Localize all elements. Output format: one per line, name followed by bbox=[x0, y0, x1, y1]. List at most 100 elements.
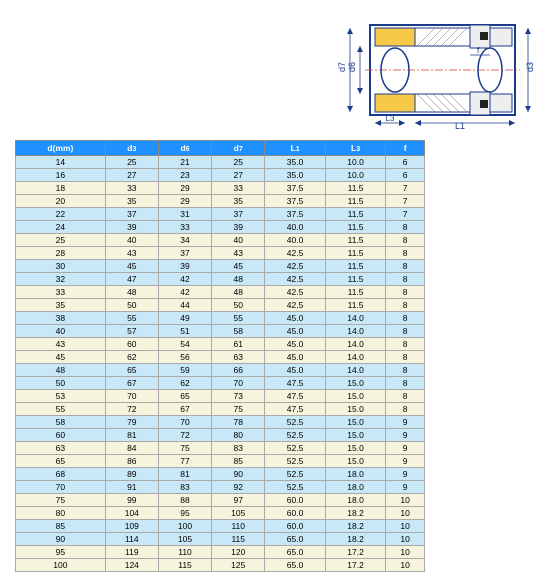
column-header: f bbox=[386, 141, 425, 156]
table-cell: 70 bbox=[105, 390, 158, 403]
label-L1: L1 bbox=[455, 121, 465, 130]
table-cell: 48 bbox=[212, 286, 265, 299]
table-cell: 100 bbox=[16, 559, 106, 572]
table-cell: 27 bbox=[105, 169, 158, 182]
table-cell: 8 bbox=[386, 312, 425, 325]
table-cell: 90 bbox=[16, 533, 106, 546]
table-row: 1425212535.010.06 bbox=[16, 156, 425, 169]
table-cell: 29 bbox=[158, 195, 211, 208]
table-row: 6889819052.518.09 bbox=[16, 468, 425, 481]
table-cell: 65.0 bbox=[265, 559, 326, 572]
table-cell: 50 bbox=[105, 299, 158, 312]
data-table: d(mm)d3d6d7L1L3f 1425212535.010.06162723… bbox=[15, 140, 425, 572]
table-cell: 75 bbox=[16, 494, 106, 507]
table-cell: 75 bbox=[212, 403, 265, 416]
table-cell: 7 bbox=[386, 208, 425, 221]
table-cell: 25 bbox=[16, 234, 106, 247]
table-cell: 14.0 bbox=[325, 338, 386, 351]
table-cell: 42.5 bbox=[265, 286, 326, 299]
label-L3: L3 bbox=[386, 114, 395, 123]
table-cell: 60 bbox=[105, 338, 158, 351]
table-cell: 8 bbox=[386, 338, 425, 351]
table-cell: 8 bbox=[386, 286, 425, 299]
column-header: d7 bbox=[212, 141, 265, 156]
column-header: L1 bbox=[265, 141, 326, 156]
table-cell: 90 bbox=[212, 468, 265, 481]
table-cell: 18.2 bbox=[325, 533, 386, 546]
table-cell: 25 bbox=[212, 156, 265, 169]
table-row: 6081728052.515.09 bbox=[16, 429, 425, 442]
table-cell: 60.0 bbox=[265, 520, 326, 533]
table-cell: 105 bbox=[212, 507, 265, 520]
table-cell: 115 bbox=[158, 559, 211, 572]
table-cell: 52.5 bbox=[265, 442, 326, 455]
table-cell: 10 bbox=[386, 546, 425, 559]
table-cell: 104 bbox=[105, 507, 158, 520]
table-cell: 10.0 bbox=[325, 169, 386, 182]
column-header: d3 bbox=[105, 141, 158, 156]
table-cell: 47.5 bbox=[265, 377, 326, 390]
table-cell: 50 bbox=[16, 377, 106, 390]
table-cell: 8 bbox=[386, 247, 425, 260]
table-cell: 52.5 bbox=[265, 481, 326, 494]
label-d7: d7 bbox=[337, 62, 347, 72]
table-cell: 20 bbox=[16, 195, 106, 208]
table-cell: 37.5 bbox=[265, 195, 326, 208]
table-cell: 67 bbox=[158, 403, 211, 416]
table-row: 9511911012065.017.210 bbox=[16, 546, 425, 559]
table-cell: 119 bbox=[105, 546, 158, 559]
table-cell: 10.0 bbox=[325, 156, 386, 169]
table-cell: 56 bbox=[158, 351, 211, 364]
table-row: 3045394542.511.58 bbox=[16, 260, 425, 273]
table-cell: 85 bbox=[212, 455, 265, 468]
table-cell: 11.5 bbox=[325, 234, 386, 247]
table-row: 2439333940.011.58 bbox=[16, 221, 425, 234]
table-cell: 125 bbox=[212, 559, 265, 572]
table-row: 3247424842.511.58 bbox=[16, 273, 425, 286]
table-cell: 62 bbox=[105, 351, 158, 364]
table-row: 4865596645.014.08 bbox=[16, 364, 425, 377]
table-cell: 11.5 bbox=[325, 299, 386, 312]
table-cell: 42.5 bbox=[265, 299, 326, 312]
table-row: 3348424842.511.58 bbox=[16, 286, 425, 299]
table-cell: 55 bbox=[212, 312, 265, 325]
table-cell: 73 bbox=[212, 390, 265, 403]
table-cell: 89 bbox=[105, 468, 158, 481]
table-cell: 47.5 bbox=[265, 390, 326, 403]
table-cell: 45.0 bbox=[265, 351, 326, 364]
table-cell: 65 bbox=[16, 455, 106, 468]
table-cell: 33 bbox=[212, 182, 265, 195]
table-cell: 31 bbox=[158, 208, 211, 221]
table-row: 9011410511565.018.210 bbox=[16, 533, 425, 546]
table-cell: 10 bbox=[386, 533, 425, 546]
table-cell: 17.2 bbox=[325, 559, 386, 572]
table-cell: 11.5 bbox=[325, 260, 386, 273]
table-cell: 77 bbox=[158, 455, 211, 468]
table-cell: 54 bbox=[158, 338, 211, 351]
table-cell: 60.0 bbox=[265, 494, 326, 507]
table-cell: 18.2 bbox=[325, 507, 386, 520]
table-cell: 124 bbox=[105, 559, 158, 572]
table-cell: 8 bbox=[386, 403, 425, 416]
table-cell: 7 bbox=[386, 182, 425, 195]
table-cell: 14 bbox=[16, 156, 106, 169]
table-cell: 67 bbox=[105, 377, 158, 390]
table-cell: 70 bbox=[158, 416, 211, 429]
table-cell: 100 bbox=[158, 520, 211, 533]
table-cell: 55 bbox=[16, 403, 106, 416]
table-cell: 35 bbox=[16, 299, 106, 312]
column-header: d6 bbox=[158, 141, 211, 156]
table-cell: 91 bbox=[105, 481, 158, 494]
table-cell: 42.5 bbox=[265, 260, 326, 273]
table-cell: 23 bbox=[158, 169, 211, 182]
table-cell: 45.0 bbox=[265, 364, 326, 377]
table-cell: 11.5 bbox=[325, 273, 386, 286]
table-cell: 53 bbox=[16, 390, 106, 403]
table-cell: 37 bbox=[212, 208, 265, 221]
table-cell: 52.5 bbox=[265, 429, 326, 442]
table-cell: 33 bbox=[105, 182, 158, 195]
table-cell: 55 bbox=[105, 312, 158, 325]
table-cell: 37.5 bbox=[265, 208, 326, 221]
table-cell: 109 bbox=[105, 520, 158, 533]
table-cell: 75 bbox=[158, 442, 211, 455]
